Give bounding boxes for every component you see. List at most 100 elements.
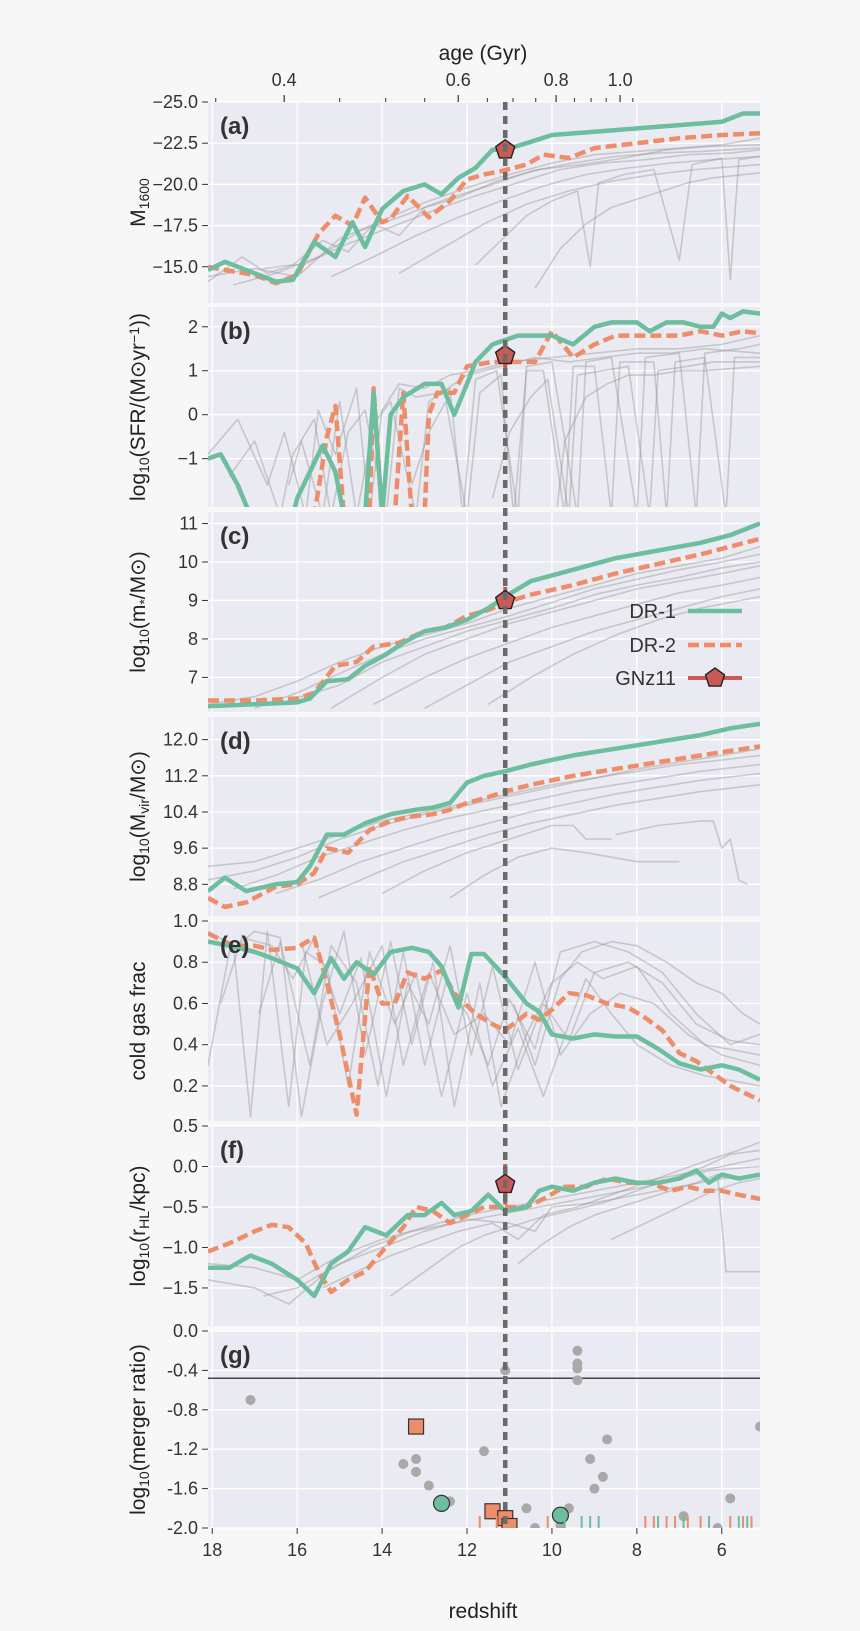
panel-f-ylabel-part: r xyxy=(127,1229,150,1236)
panel-d-ylabel-part: M xyxy=(127,814,150,832)
panel-f-dr1-line xyxy=(208,1168,760,1299)
legend-label-gnz11: GNz11 xyxy=(615,668,676,690)
age-tick-label: 0.8 xyxy=(544,70,569,90)
panel-c-ylabel-part: 10 xyxy=(136,629,152,645)
panel-a-ytick-label: −22.5 xyxy=(152,133,198,153)
merger-point-grey xyxy=(245,1394,256,1405)
panel-d-tag: (d) xyxy=(220,728,251,755)
panel-d-grey-track-3 xyxy=(275,772,760,895)
panel-d-plot-area xyxy=(208,721,760,910)
panel-a-ylabel-part: 1600 xyxy=(136,178,152,209)
panel-c-ylabel-part: /M⊙) xyxy=(127,551,150,599)
panel-d-grey-track-5 xyxy=(381,824,612,895)
panel-a-dr1-line xyxy=(208,111,760,284)
panel-a-tag: (a) xyxy=(220,113,249,140)
panel-b-dr1-line xyxy=(208,309,760,507)
panel-a: −25.0 −22.5 −20.0 −17.5 −15.0 (a) M1600 xyxy=(127,92,760,303)
panel-c-grey-track-2 xyxy=(288,561,760,702)
panel-g-ytick-label: -0.4 xyxy=(167,1360,198,1380)
panel-b-background xyxy=(208,307,760,507)
panel-a-grey-track-0 xyxy=(208,137,760,278)
panel-f-ylabel-part: HL xyxy=(136,1211,152,1229)
panel-c-plot-area xyxy=(208,521,760,709)
age-tick-label: 0.4 xyxy=(272,70,297,90)
merger-point-dr1 xyxy=(432,1494,451,1512)
panel-d-grey-track-0 xyxy=(208,747,760,881)
merger-point-grey xyxy=(521,1503,532,1514)
panel-c-ylabel-part: m xyxy=(127,605,150,623)
merger-point-grey xyxy=(500,1365,511,1376)
panel-a-grey-track-1 xyxy=(233,147,760,286)
merger-point-grey xyxy=(712,1523,723,1528)
redshift-tick-label: 8 xyxy=(632,1540,642,1560)
panel-f-ylabel: log10(rHL/kpc) xyxy=(127,1165,152,1286)
panel-f-ylabel-part: ( xyxy=(127,1236,150,1243)
panel-e-ytick-label: 0.8 xyxy=(173,952,198,972)
panel-a-ytick-label: −25.0 xyxy=(152,92,198,112)
panel-d-grey-track-4 xyxy=(318,784,760,899)
panel-b-grey-track-0 xyxy=(208,334,760,507)
panel-c-grey-track-3 xyxy=(330,565,760,709)
panel-c-ytick-label: 7 xyxy=(188,667,198,687)
panel-c-grey-track-0 xyxy=(208,545,760,706)
merger-point-grey xyxy=(602,1434,613,1445)
panel-g-ytick-label: -2.0 xyxy=(167,1518,198,1538)
panel-a-grey-track-6 xyxy=(474,155,760,281)
panel-f-ytick-label: −0.5 xyxy=(162,1197,198,1217)
merger-point-grey xyxy=(479,1446,489,1457)
panel-d-grey-track-2 xyxy=(233,763,760,890)
merger-point-grey xyxy=(411,1466,422,1477)
panel-b-grey-track-5 xyxy=(556,365,760,507)
panel-e-dr2-line xyxy=(208,931,760,1118)
redshift-tick-label: 18 xyxy=(202,1540,222,1560)
panel-c-ytick-label: 8 xyxy=(188,629,198,649)
panel-c-grey-track-4 xyxy=(373,576,760,706)
panel-b-ytick-label: 1 xyxy=(188,361,198,381)
panel-f-dr2-line xyxy=(208,1176,760,1295)
panel-a-grey-track-4 xyxy=(398,163,760,274)
merger-point-grey xyxy=(585,1454,596,1465)
panel-a-ytick-label: −20.0 xyxy=(152,174,198,194)
panel-c-tag: (c) xyxy=(220,523,249,550)
merger-point-dr1 xyxy=(551,1506,570,1524)
legend-label-dr1: DR-1 xyxy=(629,601,676,623)
panel-d-grey-track-6 xyxy=(449,847,680,899)
panel-e-grey-track-4 xyxy=(300,941,760,1067)
panel-d-ylabel-part: ( xyxy=(127,831,150,838)
panel-d: 12.0 11.2 10.4 9.6 8.8 (d) log10(Mvir/M⊙) xyxy=(127,717,760,916)
merger-point-grey xyxy=(423,1480,434,1491)
panel-g: 0.0 -0.4 -0.8 -1.2 -1.6 -2.0 (g) log10(merger r… xyxy=(127,1321,760,1538)
panel-f-grey-track-6 xyxy=(611,1177,760,1241)
panel-e-ytick-label: 0.6 xyxy=(173,993,198,1013)
panel-g-background xyxy=(208,1331,760,1528)
panel-d-ytick-label: 8.8 xyxy=(173,874,198,894)
panel-b-ytick-label: 0 xyxy=(188,405,198,425)
panel-g-ytick-label: -0.8 xyxy=(167,1400,198,1420)
panel-g-plot-area xyxy=(208,1345,760,1528)
panel-g-tag: (g) xyxy=(220,1342,251,1369)
panel-d-ylabel-part: log xyxy=(127,854,150,882)
age-tick-label: 0.6 xyxy=(446,70,471,90)
panel-g-ylabel-part: 10 xyxy=(136,1471,152,1487)
panel-a-ytick-label: −15.0 xyxy=(152,257,198,277)
panel-b-grey-track-3 xyxy=(411,356,760,507)
panel-e-grey-track-0 xyxy=(208,930,760,1118)
panel-b-ytick-label: 2 xyxy=(188,317,198,337)
panel-g-ytick-label: -1.2 xyxy=(167,1439,198,1459)
merger-point-dr2 xyxy=(407,1418,425,1435)
legend: DR-1 DR-2 GNz11 xyxy=(615,601,742,690)
panel-b-ylabel: log10(SFR/(M⊙yr−1)) xyxy=(126,313,151,501)
redshift-tick-label: 14 xyxy=(372,1540,392,1560)
merger-point-grey xyxy=(572,1363,583,1374)
panel-d-dr1-line xyxy=(208,721,760,894)
panel-a-grey-track-7 xyxy=(534,172,760,289)
panel-b-tag: (b) xyxy=(220,318,251,345)
panel-f-grey-track-0 xyxy=(208,1157,760,1281)
top-axis: 0.20.40.60.81.0 xyxy=(215,70,634,102)
panel-c-grey-track-5 xyxy=(424,588,760,709)
panel-a-background xyxy=(208,102,760,303)
panel-a-ytick-label: −17.5 xyxy=(152,216,198,236)
merger-point-grey xyxy=(398,1458,409,1469)
